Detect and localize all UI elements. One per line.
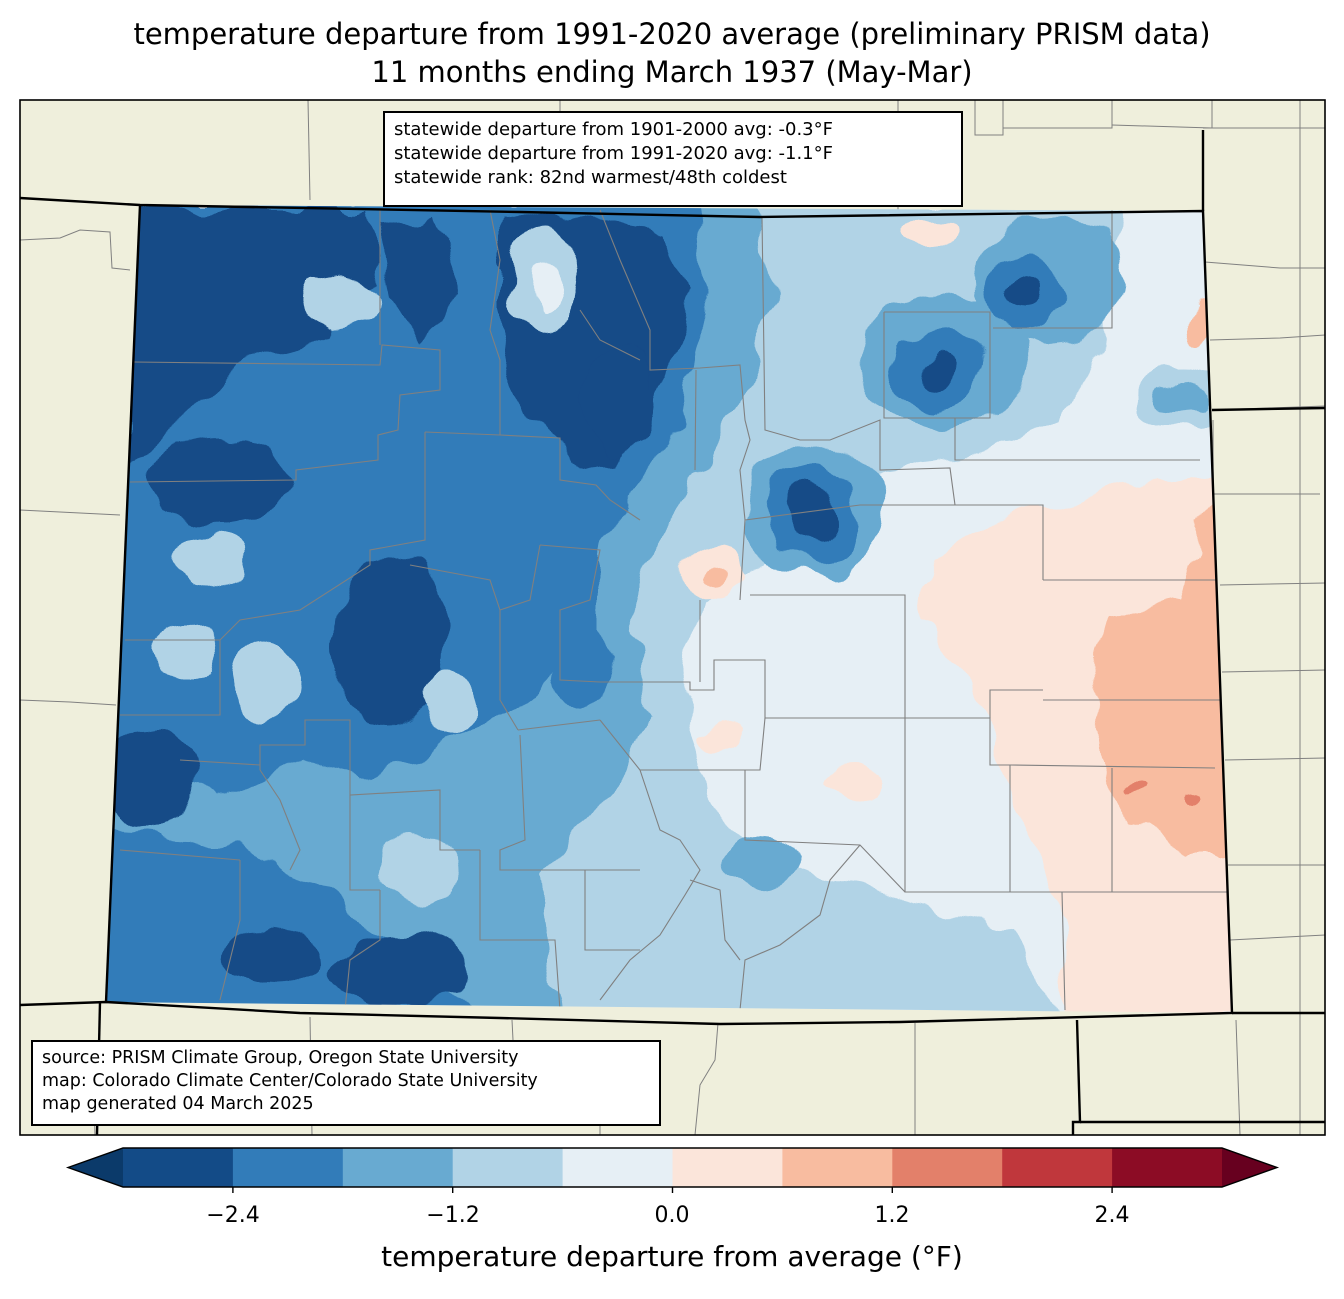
stats-line-1901-2000: statewide departure from 1901-2000 avg: …	[394, 119, 833, 140]
statewide-stats-box: statewide departure from 1901-2000 avg: …	[383, 111, 963, 207]
colorbar-bin	[672, 1148, 783, 1187]
colorbar-tick-label: −2.4	[206, 1203, 260, 1228]
stats-line-1991-2020: statewide departure from 1991-2020 avg: …	[394, 143, 833, 164]
temperature-contours	[106, 205, 1232, 1013]
colorbar	[65, 1147, 1280, 1193]
map-title-line-1: temperature departure from 1991-2020 ave…	[133, 17, 1211, 51]
colorbar-bin	[1002, 1148, 1113, 1187]
colorbar-bin	[123, 1148, 234, 1187]
colorbar-tick-label: 0.0	[654, 1203, 690, 1228]
colorbar-bin	[232, 1148, 344, 1187]
colorbar-bin	[452, 1148, 564, 1187]
source-credit-box: source: PRISM Climate Group, Oregon Stat…	[31, 1040, 661, 1126]
colorbar-bin	[1112, 1148, 1223, 1187]
generated-date-line: map generated 04 March 2025	[42, 1094, 314, 1114]
colorbar-under-arrow	[68, 1148, 123, 1187]
colorbar-bin	[562, 1148, 673, 1187]
colorbar-tick-label: 1.2	[874, 1203, 910, 1228]
colorbar-bin	[782, 1148, 893, 1187]
colorbar-bin	[342, 1148, 454, 1187]
colorbar-tick-label: 2.4	[1094, 1203, 1130, 1228]
colorbar-label: temperature departure from average (°F)	[381, 1240, 963, 1273]
colorbar-tick-label: −1.2	[426, 1203, 480, 1228]
map-frame	[19, 99, 1326, 1136]
source-line: source: PRISM Climate Group, Oregon Stat…	[42, 1048, 519, 1068]
stats-line-rank: statewide rank: 82nd warmest/48th coldes…	[394, 167, 787, 188]
colorbar-bin	[892, 1148, 1003, 1187]
map-credit-line: map: Colorado Climate Center/Colorado St…	[42, 1071, 538, 1091]
colorbar-over-arrow	[1222, 1148, 1277, 1187]
colorado-county-lines	[119, 209, 1232, 1011]
map-title-line-2: 11 months ending March 1937 (May-Mar)	[371, 55, 973, 89]
colorbar-outline	[65, 1147, 1280, 1188]
